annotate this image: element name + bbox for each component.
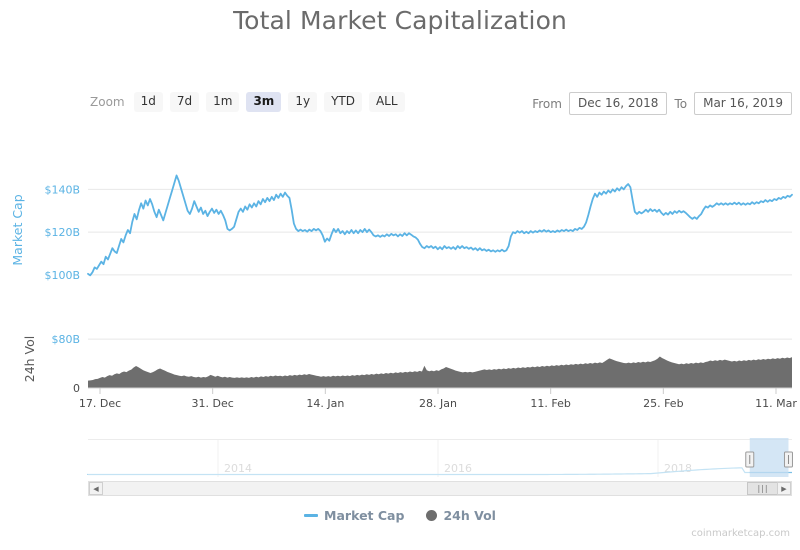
scroll-right-button[interactable]: ▶ (777, 482, 791, 495)
navigator-mask-left (88, 440, 750, 477)
range-button-1d[interactable]: 1d (133, 92, 163, 112)
ytick-volume: $80B (51, 333, 80, 346)
range-button-7d[interactable]: 7d (169, 92, 200, 112)
range-button-1m[interactable]: 1m (206, 92, 240, 112)
range-button-all[interactable]: ALL (368, 92, 405, 112)
xtick-label: 14. Jan (306, 397, 344, 410)
date-range-controls: From Dec 16, 2018 To Mar 16, 2019 (532, 92, 792, 115)
legend-label-24h-vol: 24h Vol (443, 508, 496, 523)
xtick-label: 17. Dec (79, 397, 121, 410)
scrollbar-thumb[interactable]: ||| (747, 482, 779, 495)
range-button-1y[interactable]: 1y (288, 92, 318, 112)
watermark: coinmarketcap.com (691, 528, 790, 539)
to-date-input[interactable]: Mar 16, 2019 (694, 92, 792, 115)
navigator-scrollbar[interactable]: ◀ ||| ▶ (88, 481, 792, 496)
market-cap-line (87, 174, 793, 277)
navigator-selection-window[interactable] (749, 438, 789, 477)
dot-marker-icon (426, 510, 438, 521)
legend-item-market-cap[interactable]: Market Cap (304, 508, 404, 523)
range-selector: Zoom 1d 7d 1m 3m 1y YTD ALL (90, 92, 405, 112)
ytick-volume: 0 (73, 382, 80, 395)
xtick-label: 11. Mar (755, 397, 797, 410)
ytick-marketcap: $140B (44, 183, 80, 196)
yaxis-title-volume: 24h Vol (22, 336, 37, 383)
xtick-label: 28. Jan (419, 397, 457, 410)
to-label: To (674, 96, 688, 111)
range-selector-label: Zoom (90, 95, 125, 109)
scroll-left-button[interactable]: ◀ (89, 482, 103, 495)
range-button-ytd[interactable]: YTD (324, 92, 362, 112)
ytick-marketcap: $120B (44, 226, 80, 239)
yaxis-title-market-cap: Market Cap (10, 194, 25, 265)
from-label: From (532, 96, 562, 111)
line-marker-icon (304, 514, 319, 517)
range-button-3m[interactable]: 3m (246, 92, 282, 112)
legend-item-24h-vol[interactable]: 24h Vol (426, 508, 496, 523)
chart-legend: Market Cap 24h Vol (0, 508, 800, 523)
volume-area (88, 356, 792, 388)
xtick-label: 11. Feb (530, 397, 570, 410)
xtick-label: 25. Feb (643, 397, 683, 410)
page-title: Total Market Capitalization (233, 6, 567, 35)
legend-label-market-cap: Market Cap (324, 508, 405, 523)
xtick-label: 31. Dec (192, 397, 234, 410)
from-date-input[interactable]: Dec 16, 2018 (568, 92, 668, 115)
ytick-marketcap: $100B (44, 269, 80, 282)
